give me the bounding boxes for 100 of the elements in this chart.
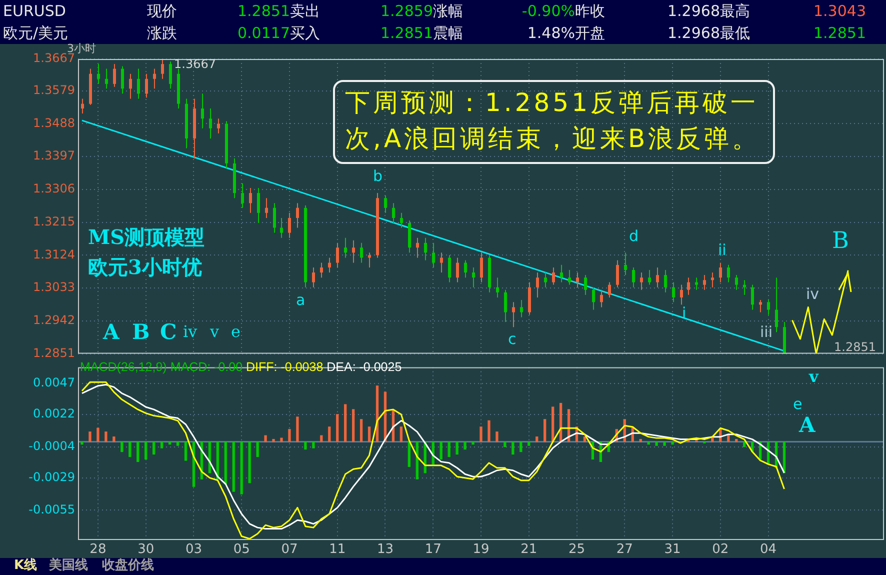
bar <box>512 441 514 455</box>
candlestick <box>392 202 395 224</box>
candlestick <box>719 262 722 283</box>
candlestick <box>312 266 315 288</box>
candlestick <box>680 284 683 306</box>
candlestick <box>129 73 132 100</box>
annotation: v <box>809 367 818 386</box>
bar <box>344 404 347 442</box>
x-tick-label: 02 <box>712 542 729 558</box>
y-tick-label: 1.2942 <box>33 313 75 328</box>
bar <box>336 414 339 442</box>
text: 1.2851 <box>814 24 866 42</box>
candlestick <box>328 257 331 274</box>
candlestick <box>249 187 252 214</box>
bar <box>304 441 307 450</box>
x-tick-label: 21 <box>520 542 538 558</box>
candlestick <box>217 118 220 134</box>
candlestick <box>687 277 690 296</box>
bar <box>328 426 331 442</box>
candlestick <box>360 242 363 264</box>
annotation: C <box>160 319 177 344</box>
candlestick <box>296 202 299 228</box>
candlestick <box>504 289 507 323</box>
candlestick <box>775 277 778 333</box>
candlestick <box>456 257 459 283</box>
annotation: B <box>132 319 150 344</box>
candlestick <box>735 274 738 290</box>
text: -0.90% <box>522 2 575 20</box>
bar <box>655 441 658 446</box>
candlestick <box>209 108 212 139</box>
annotation: v <box>210 322 220 342</box>
candlestick <box>552 266 555 286</box>
bar <box>504 441 506 448</box>
x-tick-label: 31 <box>664 542 681 558</box>
text: 最高 <box>720 2 750 20</box>
bar <box>472 441 474 445</box>
bar <box>256 441 259 458</box>
bar <box>232 441 235 492</box>
bar <box>264 435 267 442</box>
bar <box>288 429 291 442</box>
bar <box>176 441 180 446</box>
bar <box>136 441 140 462</box>
x-tick-label: 13 <box>376 542 394 558</box>
text: EURUSD <box>3 2 66 20</box>
annotation: B <box>832 228 849 254</box>
candlestick <box>97 64 100 84</box>
bar <box>536 436 538 442</box>
candlestick <box>695 277 698 290</box>
x-tick-label: 05 <box>233 542 250 558</box>
y-tick-label: 1.3124 <box>33 247 75 262</box>
annotation: A <box>799 412 816 438</box>
annotation: e <box>793 395 802 414</box>
candlestick <box>608 282 611 298</box>
text: 1.2859 <box>380 2 433 20</box>
candlestick <box>472 266 475 288</box>
bar <box>480 426 482 442</box>
annotation: d <box>629 227 639 246</box>
candlestick <box>368 252 371 268</box>
text: 1.48% <box>527 24 575 42</box>
annotation: 1.3667 <box>174 57 216 72</box>
annotation: a <box>296 291 306 310</box>
candlestick <box>257 187 260 224</box>
text: 1.2851 <box>238 2 290 20</box>
y-tick-label: 1.3397 <box>33 148 75 163</box>
candlestick <box>767 299 770 316</box>
candlestick <box>624 252 627 276</box>
text: 震幅 <box>433 24 463 42</box>
bar <box>96 428 100 442</box>
bar <box>312 441 315 448</box>
text: 涨幅 <box>433 2 463 20</box>
bar <box>120 441 124 452</box>
candlestick <box>113 64 116 88</box>
annotation: iv <box>183 322 198 342</box>
y-tick-label: -0.0004 <box>28 438 75 453</box>
candlestick <box>640 272 643 290</box>
x-tick-label: 19 <box>472 542 490 558</box>
x-tick-label: 04 <box>760 542 777 558</box>
bar <box>448 441 450 458</box>
candlestick <box>664 269 667 293</box>
bar <box>168 441 172 445</box>
bar <box>272 438 275 442</box>
bar <box>528 441 530 446</box>
candlestick <box>320 262 323 278</box>
x-tick-label: 07 <box>281 542 298 558</box>
candlestick <box>600 289 603 308</box>
bar <box>184 441 188 461</box>
bar <box>551 406 554 442</box>
bar <box>456 441 458 455</box>
candlestick <box>544 272 547 288</box>
annotation: iii <box>760 323 773 342</box>
candlestick <box>560 264 563 283</box>
candlestick <box>161 58 164 80</box>
bar <box>671 441 674 445</box>
candlestick <box>352 240 355 264</box>
text: 买入 <box>290 24 320 42</box>
bar <box>647 441 650 445</box>
candlestick <box>145 73 148 98</box>
x-tick-label: 11 <box>329 542 346 558</box>
text: 卖出 <box>290 2 320 20</box>
candlestick <box>448 254 451 283</box>
